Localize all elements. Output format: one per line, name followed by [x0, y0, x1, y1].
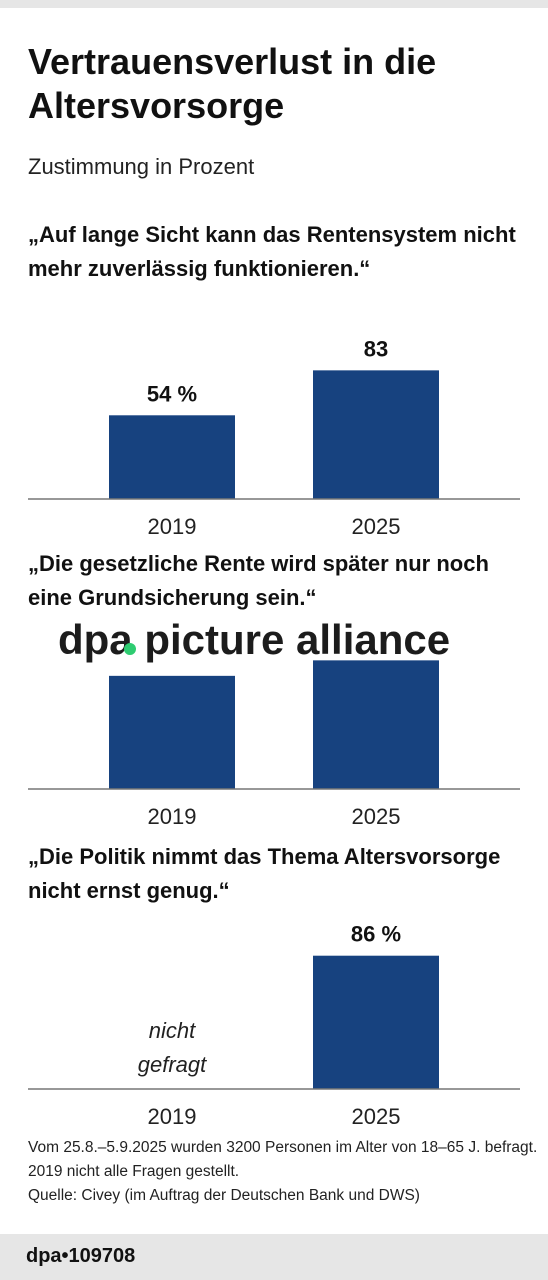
question-3: „Die Politik nimmt das Thema Altersvorso… [28, 844, 501, 903]
bar-2019 [109, 415, 235, 499]
watermark-dot [124, 643, 136, 655]
tick-label-2025: 2025 [352, 514, 401, 539]
value-label-2025: 86 % [351, 922, 401, 947]
chart-3: nicht gefragt 2019 86 % 2025 [28, 922, 520, 1129]
chart-2: 2019 2025 [28, 660, 520, 829]
question-1: „Auf lange Sicht kann das Rentensystem n… [28, 222, 516, 281]
missing-label: gefragt [138, 1052, 207, 1077]
value-label-2025: 83 [364, 336, 388, 361]
top-bar [0, 0, 548, 8]
tick-label-2025: 2025 [352, 1104, 401, 1129]
question-2: „Die gesetzliche Rente wird später nur n… [28, 551, 489, 610]
watermark: dpa picture alliance [58, 616, 451, 663]
footnote: Vom 25.8.–5.9.2025 wurden 3200 Personen … [28, 1139, 538, 1180]
chart-1: 54 % 2019 83 2025 [28, 336, 520, 539]
bar-2025 [313, 955, 439, 1089]
tick-label-2019: 2019 [148, 804, 197, 829]
bottom-bar [0, 1234, 548, 1280]
bar-2025 [313, 660, 439, 789]
bar-2025 [313, 370, 439, 499]
missing-label: nicht [149, 1018, 196, 1043]
chart-subtitle: Zustimmung in Prozent [28, 154, 255, 179]
bar-2019 [109, 675, 235, 789]
tick-label-2019: 2019 [148, 514, 197, 539]
tick-label-2019: 2019 [148, 1104, 197, 1129]
tick-label-2025: 2025 [352, 804, 401, 829]
value-label-2019: 54 % [147, 381, 197, 406]
agency-id: dpa•109708 [26, 1245, 136, 1267]
chart-title: Vertrauensverlust in die Altersvorsorge [28, 41, 437, 126]
source-note: Quelle: Civey (im Auftrag der Deutschen … [28, 1187, 420, 1204]
